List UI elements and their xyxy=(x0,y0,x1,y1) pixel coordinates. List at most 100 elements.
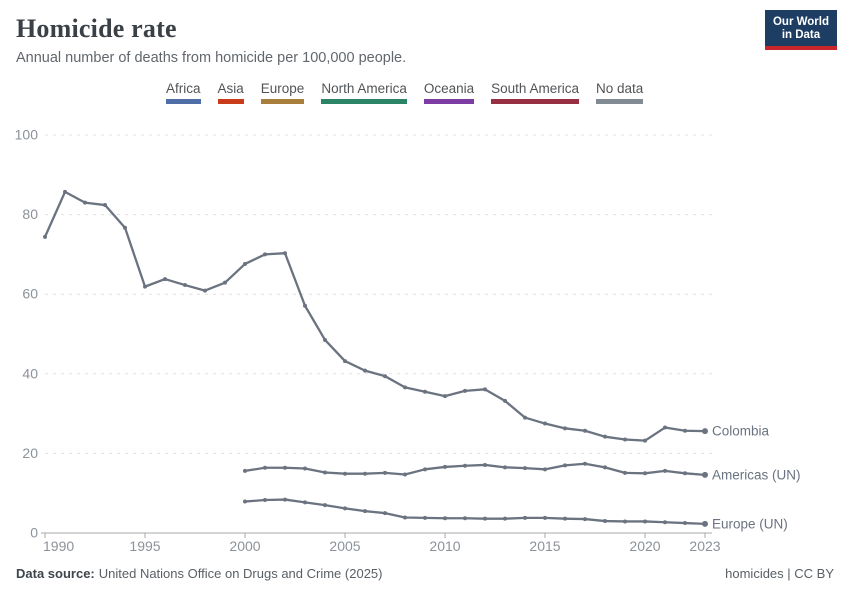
data-point xyxy=(443,464,447,469)
data-point xyxy=(563,426,567,431)
series-americas-un[interactable]: Americas (UN) xyxy=(243,461,801,483)
series-europe-un[interactable]: Europe (UN) xyxy=(243,497,788,532)
x-axis-label: 1995 xyxy=(129,538,160,554)
owid-logo[interactable]: Our World in Data xyxy=(764,10,837,50)
license-link[interactable]: homicides | CC BY xyxy=(725,566,834,581)
data-point xyxy=(623,519,627,524)
data-point xyxy=(623,470,627,475)
legend-color-bar xyxy=(595,99,644,104)
data-point xyxy=(603,434,607,439)
data-source-label: Data source: xyxy=(16,566,95,581)
data-point xyxy=(702,471,708,478)
data-point xyxy=(283,465,287,470)
data-source: Data source: United Nations Office on Dru… xyxy=(16,566,382,581)
legend-item-africa[interactable]: Africa xyxy=(166,81,201,104)
legend-color-bar xyxy=(423,99,475,104)
y-axis-label: 40 xyxy=(22,365,38,381)
data-point xyxy=(583,428,587,433)
data-point xyxy=(343,506,347,511)
page-title: Homicide rate xyxy=(16,14,177,43)
legend-label: Africa xyxy=(166,81,201,96)
legend-item-no-data[interactable]: No data xyxy=(595,81,644,104)
data-point xyxy=(423,515,427,520)
y-axis-label: 80 xyxy=(22,206,38,222)
x-axis-label: 2020 xyxy=(629,538,660,554)
legend-color-bar xyxy=(166,99,201,104)
data-point xyxy=(443,516,447,521)
legend-item-south-america[interactable]: South America xyxy=(491,81,579,104)
data-point xyxy=(283,251,287,256)
x-axis-label: 2005 xyxy=(329,538,360,554)
series-line[interactable] xyxy=(244,498,706,525)
data-point xyxy=(702,520,708,527)
data-point xyxy=(63,189,67,194)
data-point xyxy=(683,428,687,433)
legend-label: South America xyxy=(491,81,579,96)
data-point xyxy=(463,388,467,393)
data-point xyxy=(103,203,107,208)
data-point xyxy=(383,470,387,475)
data-point xyxy=(243,499,247,504)
data-point xyxy=(463,463,467,468)
data-point xyxy=(623,437,627,442)
data-point xyxy=(643,471,647,476)
data-point xyxy=(303,466,307,471)
data-point xyxy=(503,398,507,403)
data-point xyxy=(503,516,507,521)
x-axis-label: 2023 xyxy=(689,538,720,554)
data-point xyxy=(543,467,547,472)
data-point xyxy=(143,284,147,289)
data-point xyxy=(702,428,708,435)
data-point xyxy=(243,261,247,266)
legend-label: Asia xyxy=(217,81,244,96)
owid-logo-line2: in Data xyxy=(781,29,821,41)
legend-item-north-america[interactable]: North America xyxy=(321,81,407,104)
data-point xyxy=(483,516,487,521)
data-point xyxy=(583,517,587,522)
data-point xyxy=(443,394,447,399)
data-point xyxy=(583,461,587,466)
x-axis-label: 2010 xyxy=(429,538,460,554)
chart-subtitle: Annual number of deaths from homicide pe… xyxy=(16,50,407,66)
series-colombia[interactable]: Colombia xyxy=(43,189,770,443)
data-point xyxy=(303,500,307,505)
data-point xyxy=(263,252,267,257)
data-point xyxy=(523,515,527,520)
data-point xyxy=(323,337,327,342)
owid-logo-line1: Our World xyxy=(772,16,829,28)
series-end-label-americas-un[interactable]: Americas (UN) xyxy=(712,467,801,482)
data-point xyxy=(363,368,367,373)
data-point xyxy=(543,421,547,426)
data-point xyxy=(343,471,347,476)
data-point xyxy=(483,462,487,467)
data-point xyxy=(403,515,407,520)
chart-footer: Data source: United Nations Office on Dru… xyxy=(0,566,850,581)
series-end-label-europe-un[interactable]: Europe (UN) xyxy=(712,516,788,531)
series-line[interactable] xyxy=(43,190,706,442)
data-point xyxy=(283,497,287,502)
legend-item-oceania[interactable]: Oceania xyxy=(423,81,475,104)
data-point xyxy=(503,465,507,470)
y-axis-label: 0 xyxy=(30,525,38,541)
series-end-label-colombia[interactable]: Colombia xyxy=(712,424,770,439)
legend-label: North America xyxy=(321,81,407,96)
legend-item-asia[interactable]: Asia xyxy=(217,81,244,104)
y-axis-label: 20 xyxy=(22,445,38,461)
legend-color-bar xyxy=(491,99,579,104)
data-point xyxy=(383,374,387,379)
legend-label: Europe xyxy=(260,81,305,96)
data-point xyxy=(383,511,387,516)
data-point xyxy=(323,503,327,508)
legend-color-bar xyxy=(217,99,244,104)
data-point xyxy=(263,465,267,470)
data-point xyxy=(663,520,667,525)
series-line[interactable] xyxy=(244,462,706,477)
data-point xyxy=(523,466,527,471)
data-point xyxy=(643,519,647,524)
legend-item-europe[interactable]: Europe xyxy=(260,81,305,104)
legend-color-bar xyxy=(321,99,407,104)
legend-label: No data xyxy=(595,81,644,96)
data-point xyxy=(403,472,407,477)
data-point xyxy=(563,463,567,468)
